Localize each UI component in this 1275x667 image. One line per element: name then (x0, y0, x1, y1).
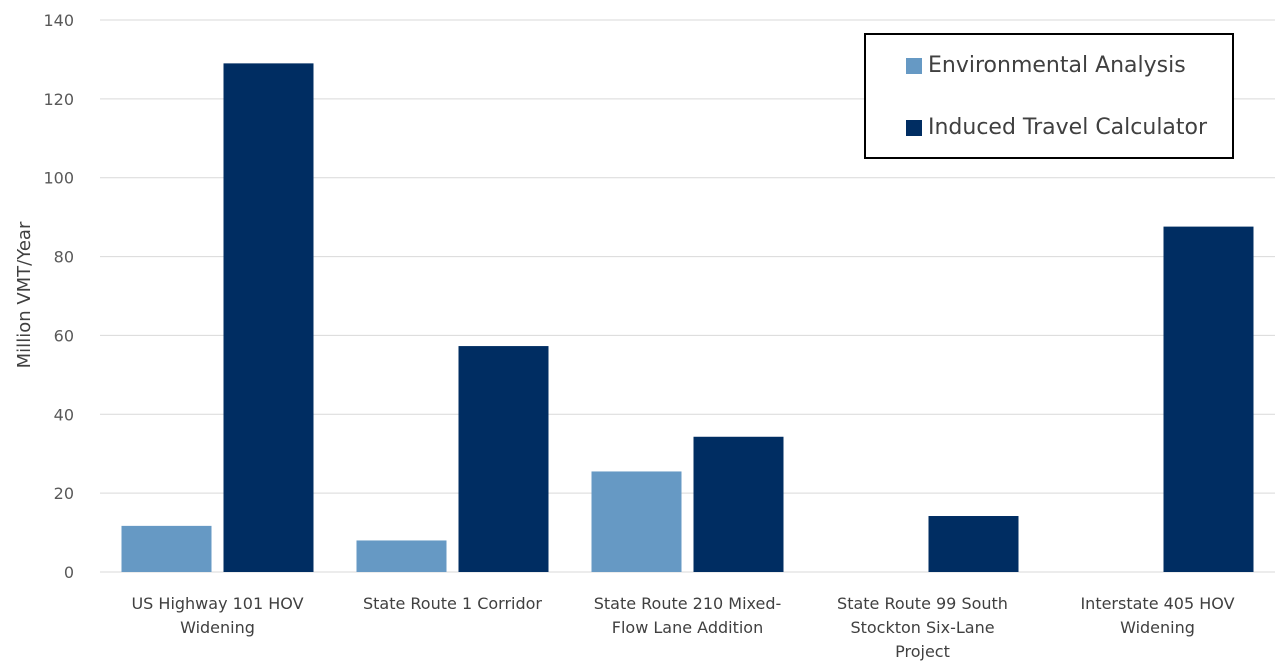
x-category-label: State Route 1 Corridor (363, 594, 542, 613)
x-category-label: Interstate 405 HOV Widening (1080, 594, 1234, 637)
legend-swatch-induced-travel-calculator (906, 119, 922, 136)
legend-item-induced-travel-calculator: Induced Travel Calculator (906, 115, 1207, 140)
legend-label: Induced Travel Calculator (928, 115, 1208, 140)
y-axis-label: Million VMT/Year (14, 221, 35, 368)
bar (356, 540, 447, 572)
bar (693, 436, 784, 572)
bars (121, 63, 1254, 572)
y-tick-label: 100 (43, 169, 74, 188)
y-tick-label: 140 (43, 11, 74, 30)
y-axis-ticks: 0 20 40 60 80 100 120 140 (43, 11, 74, 582)
y-tick-label: 0 (64, 563, 74, 582)
bar (928, 516, 1019, 572)
x-category-label: State Route 210 Mixed-Flow Lane Addition (594, 594, 782, 637)
y-tick-label: 40 (54, 405, 74, 424)
legend-swatch-environmental-analysis (906, 57, 922, 74)
y-tick-label: 120 (43, 90, 74, 109)
legend-item-environmental-analysis: Environmental Analysis (906, 53, 1186, 78)
y-tick-label: 60 (54, 326, 74, 345)
bar (591, 471, 682, 572)
legend: Environmental Analysis Induced Travel Ca… (864, 33, 1234, 159)
bar (223, 63, 314, 572)
bar (1163, 226, 1254, 572)
x-category-label: State Route 99 South Stockton Six-Lane Pro… (837, 594, 1008, 661)
y-tick-label: 20 (54, 484, 74, 503)
x-category-label: US Highway 101 HOV Widening (131, 594, 303, 637)
y-tick-label: 80 (54, 248, 74, 267)
legend-label: Environmental Analysis (928, 53, 1186, 78)
bar (458, 346, 549, 572)
x-axis-categories: US Highway 101 HOV Widening State Route 1 … (131, 594, 1234, 661)
bar (121, 525, 212, 572)
